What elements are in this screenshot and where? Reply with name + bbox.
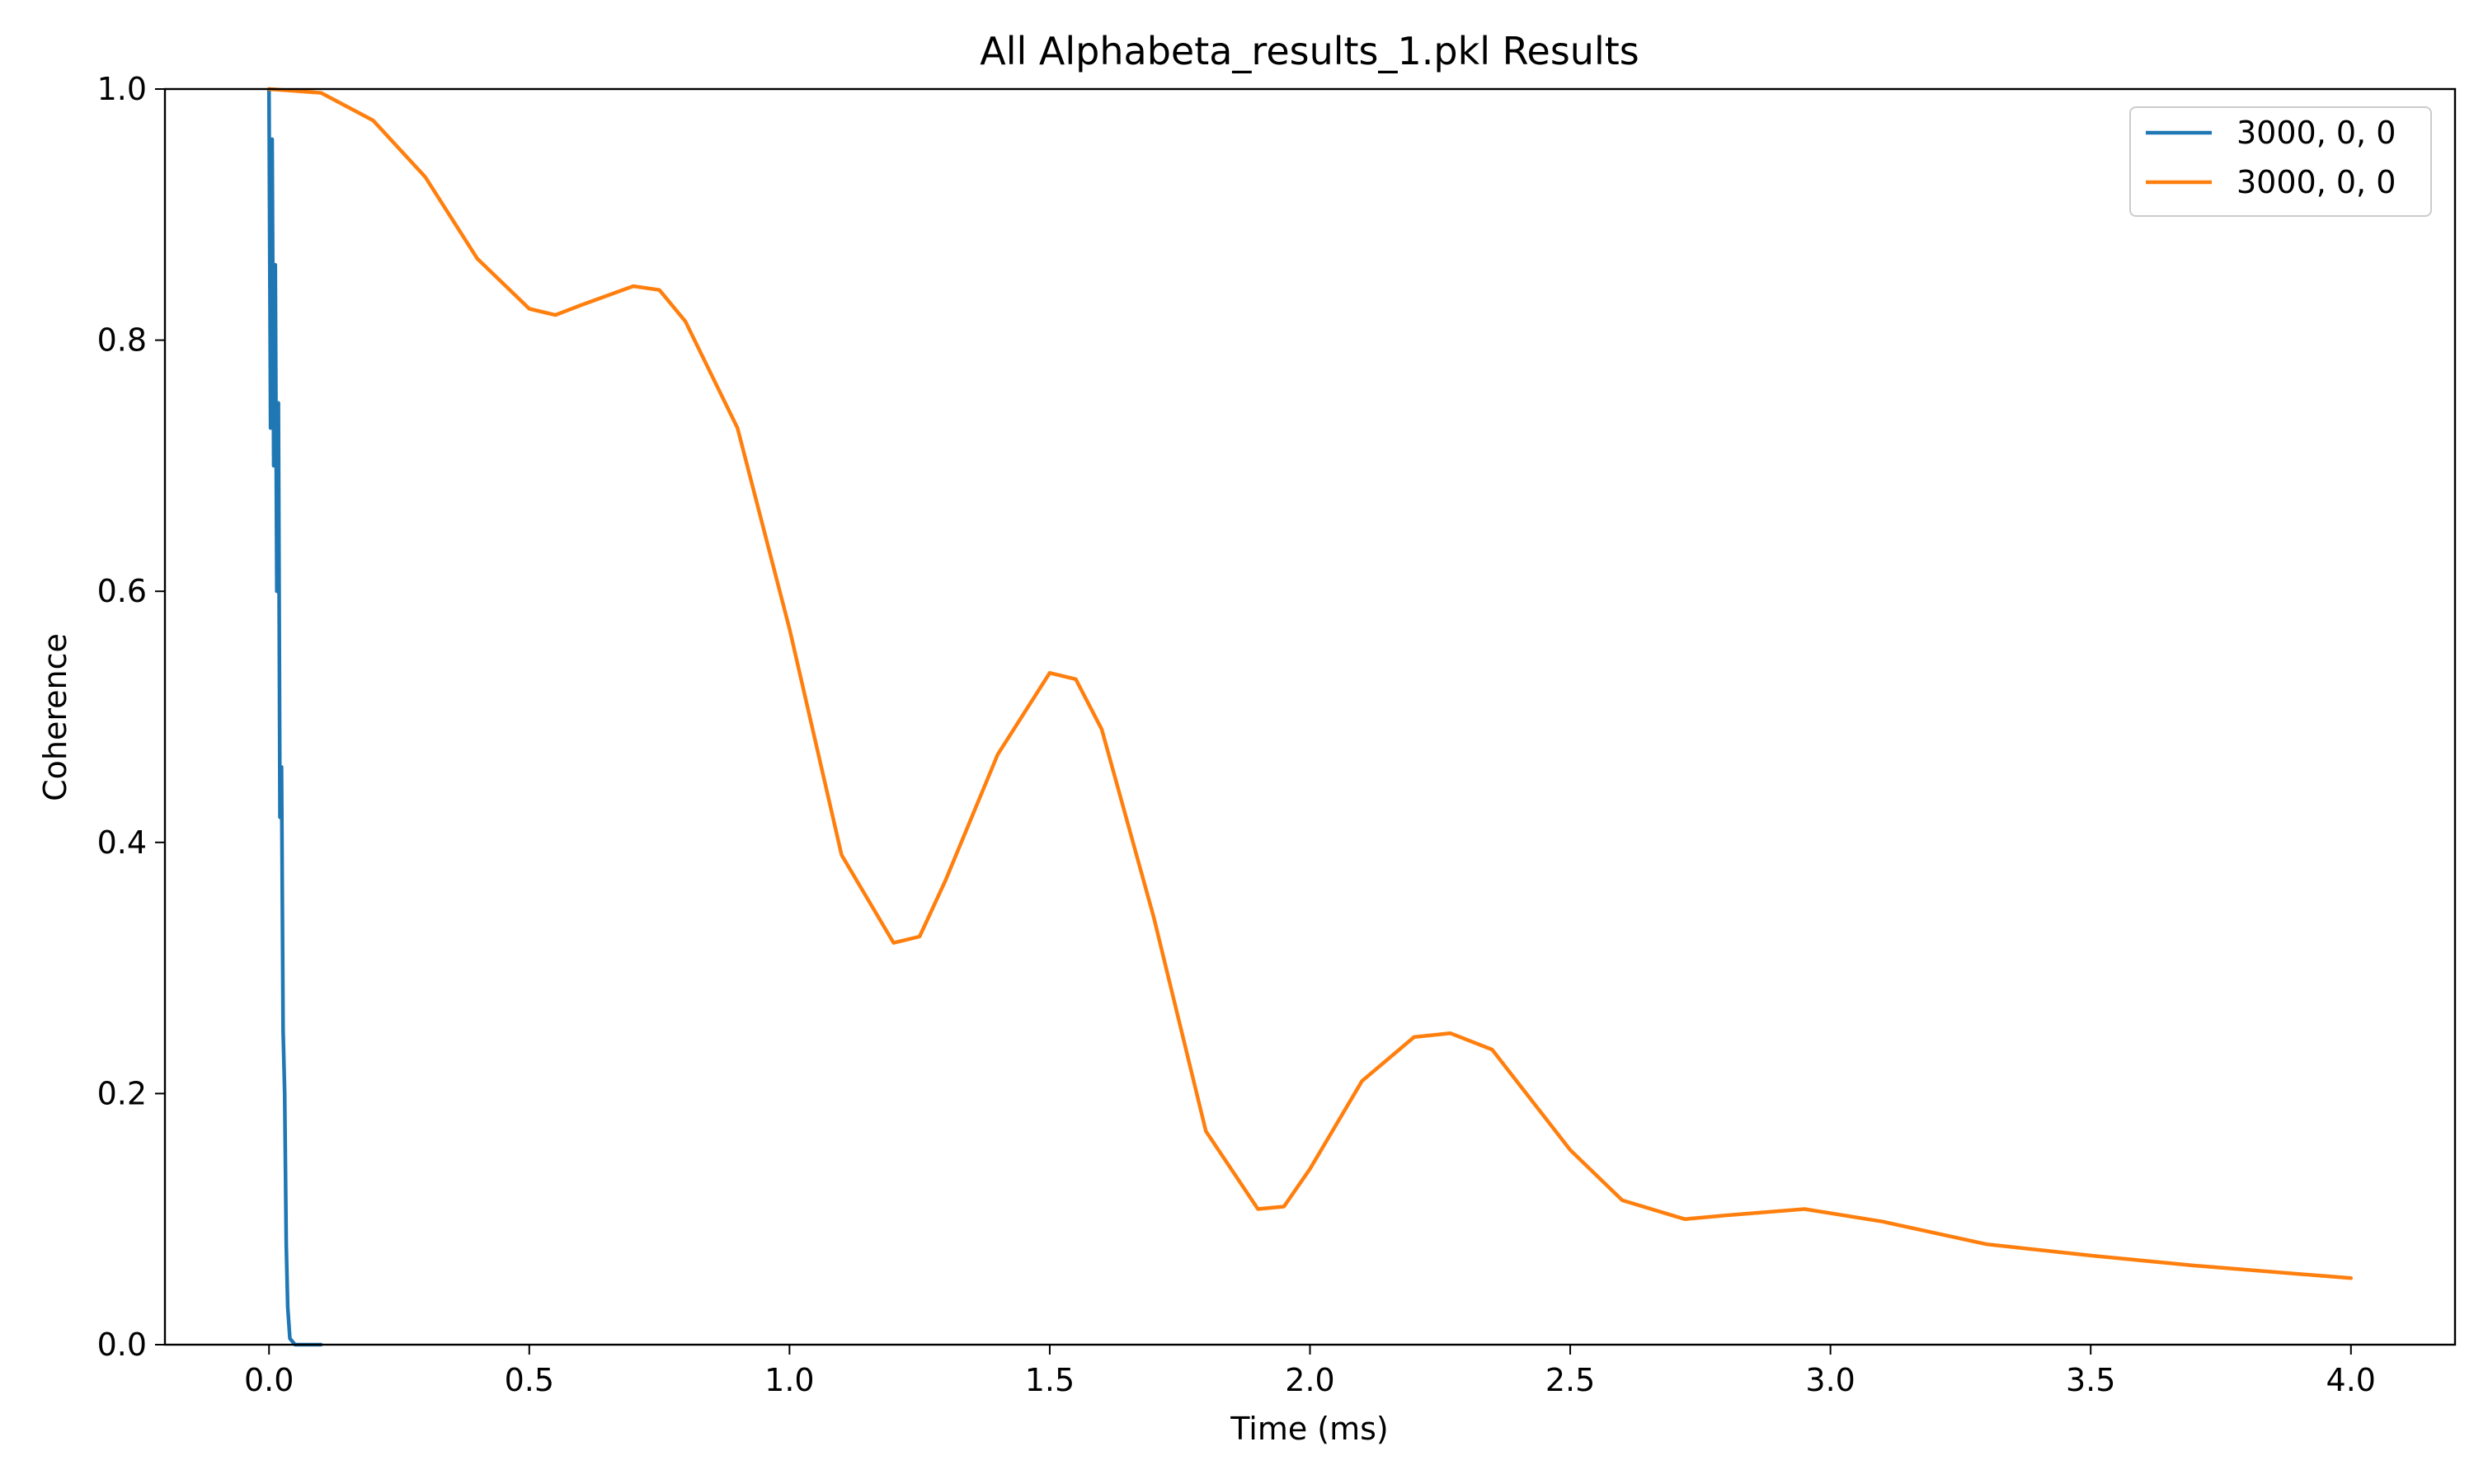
chart-title: All Alphabeta_results_1.pkl Results <box>980 29 1639 73</box>
series-line-2 <box>266 87 2354 1280</box>
x-tick-label: 2.0 <box>1285 1362 1334 1398</box>
y-tick-label: 0.2 <box>97 1075 147 1111</box>
y-axis: 0.0 0.2 0.4 0.6 0.8 1.0 <box>97 71 165 1363</box>
x-axis-label: Time (ms) <box>1230 1411 1389 1447</box>
y-tick-label: 0.8 <box>97 322 147 359</box>
y-tick-label: 0.0 <box>97 1327 147 1363</box>
x-tick-label: 1.5 <box>1025 1362 1075 1398</box>
x-tick-label: 4.0 <box>2326 1362 2376 1398</box>
legend-label-series-2: 3000, 0, 0 <box>2236 164 2396 200</box>
x-tick-label: 0.5 <box>505 1362 554 1398</box>
x-axis: 0.0 0.5 1.0 1.5 2.0 2.5 3.0 3.5 4.0 <box>244 1345 2376 1398</box>
x-tick-label: 1.0 <box>764 1362 814 1398</box>
y-tick-label: 0.6 <box>97 573 147 609</box>
x-tick-label: 2.5 <box>1545 1362 1595 1398</box>
x-tick-label: 0.0 <box>244 1362 294 1398</box>
y-tick-label: 1.0 <box>97 71 147 107</box>
legend: 3000, 0, 0 3000, 0, 0 <box>2129 106 2432 217</box>
y-tick-label: 0.4 <box>97 824 147 861</box>
legend-label-series-1: 3000, 0, 0 <box>2236 115 2396 151</box>
y-axis-label: Coherence <box>37 633 73 801</box>
x-tick-label: 3.5 <box>2066 1362 2115 1398</box>
x-tick-label: 3.0 <box>1805 1362 1855 1398</box>
